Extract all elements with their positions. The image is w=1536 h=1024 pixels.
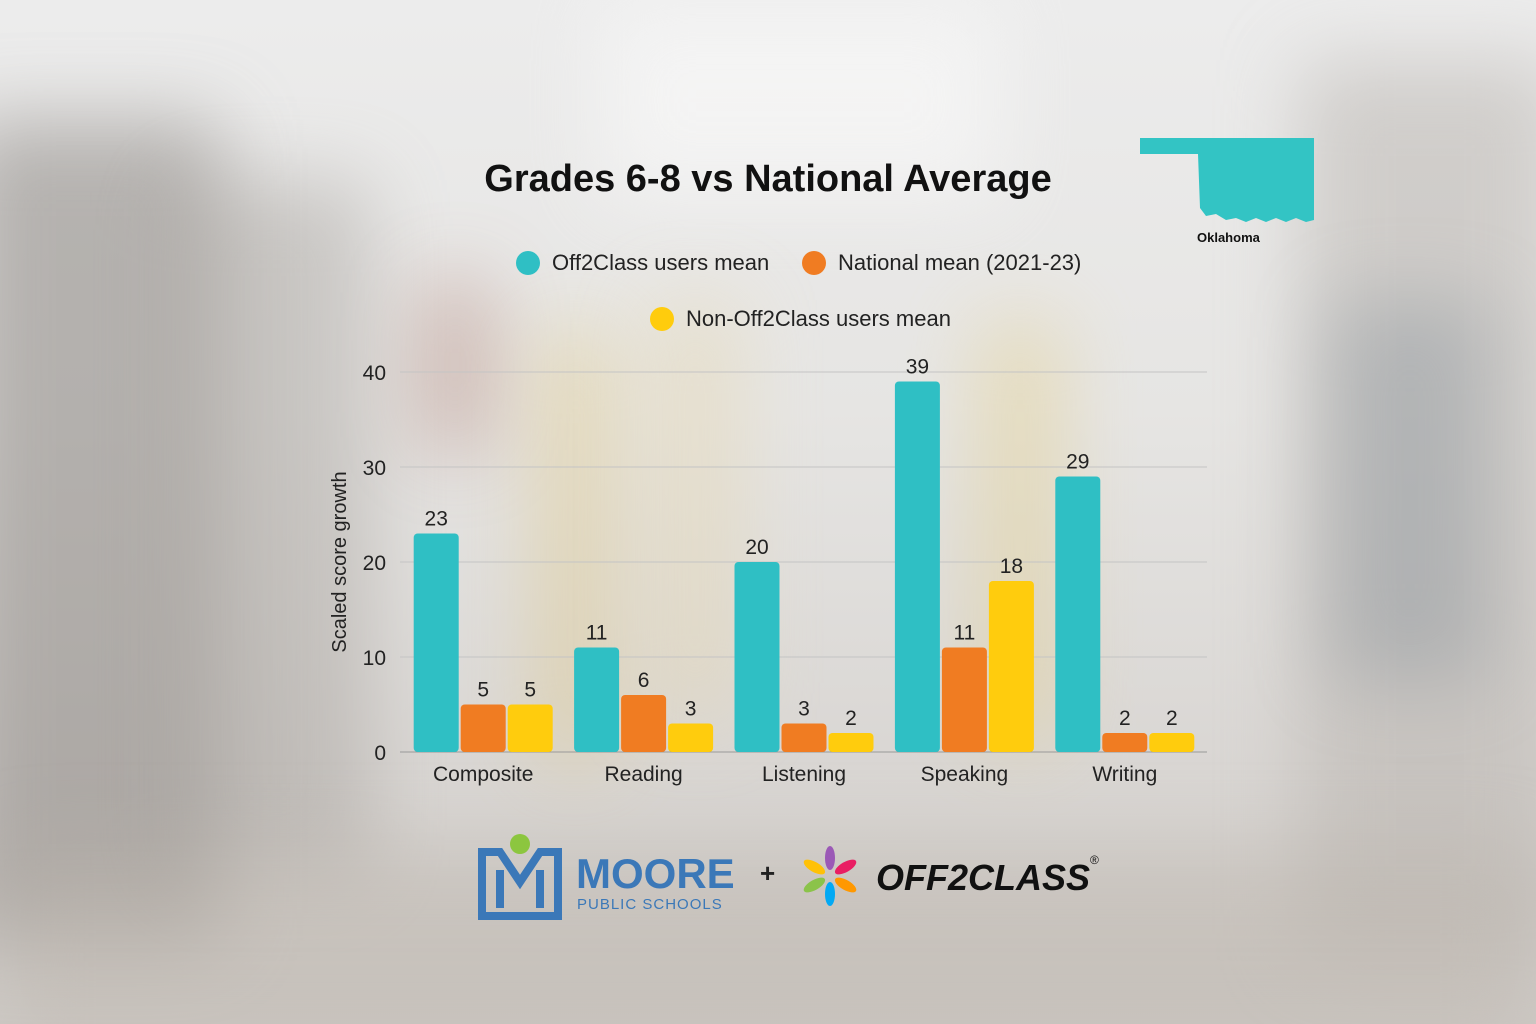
bar [507,704,553,752]
data-label: 20 [745,536,768,559]
x-tick-label: Speaking [921,763,1009,786]
logo-row: MOORE PUBLIC SCHOOLS + OFF2CLASS ® [0,830,1536,930]
registered-mark: ® [1090,853,1099,867]
data-label: 5 [477,679,489,702]
bar [781,723,827,752]
legend-item-off2class: Off2Class users mean [516,250,769,276]
data-label: 2 [1166,707,1178,730]
y-tick-label: 10 [363,647,386,670]
moore-wordmark: MOORE [576,850,735,897]
legend-label: Off2Class users mean [552,250,770,275]
plus-sign: + [760,858,776,888]
bar [621,695,667,752]
legend-swatch [802,251,826,275]
x-tick-label: Writing [1092,763,1157,786]
legend-label: National mean (2021-23) [838,250,1082,275]
bar [574,647,620,752]
bar [988,581,1034,752]
moore-subtitle: PUBLIC SCHOOLS [577,896,723,913]
legend-item-national: National mean (2021-23) [802,250,1081,276]
x-tick-label: Composite [433,763,533,786]
off2class-logo: OFF2CLASS ® [803,846,1099,906]
flower-icon [803,846,857,906]
data-label: 39 [906,356,929,379]
off2class-wordmark: OFF2CLASS [876,857,1090,898]
legend-label: Non-Off2Class users mean [686,306,951,331]
bar [828,733,874,752]
y-tick-label: 40 [363,362,386,385]
bar [668,723,714,752]
bar [1102,733,1148,752]
data-label: 6 [638,669,650,692]
bar [894,381,940,752]
state-label: Oklahoma [1197,230,1260,245]
bar [1149,733,1195,752]
bar [1055,476,1101,752]
data-label: 3 [798,698,810,721]
y-tick-label: 0 [374,742,386,765]
legend-item-non-off2class: Non-Off2Class users mean [650,306,951,332]
data-label: 18 [1000,555,1023,578]
x-tick-label: Listening [762,763,846,786]
bar [413,533,459,752]
y-tick-label: 30 [363,457,386,480]
data-label: 23 [425,508,448,531]
bar [460,704,506,752]
y-tick-label: 20 [363,552,386,575]
data-label: 11 [586,622,608,645]
bar [734,562,780,752]
oklahoma-map-icon [1140,138,1314,222]
chart-title: Grades 6-8 vs National Average [484,158,1052,200]
legend-swatch [516,251,540,275]
data-label: 29 [1066,451,1089,474]
data-label: 2 [1119,707,1131,730]
data-label: 11 [953,622,975,645]
bar [941,647,987,752]
data-label: 5 [524,679,536,702]
y-axis-label: Scaled score growth [329,471,351,652]
moore-public-schools-logo: MOORE PUBLIC SCHOOLS [478,834,735,920]
legend-swatch [650,307,674,331]
x-tick-label: Reading [604,763,682,786]
data-label: 2 [845,707,857,730]
data-label: 3 [685,698,697,721]
